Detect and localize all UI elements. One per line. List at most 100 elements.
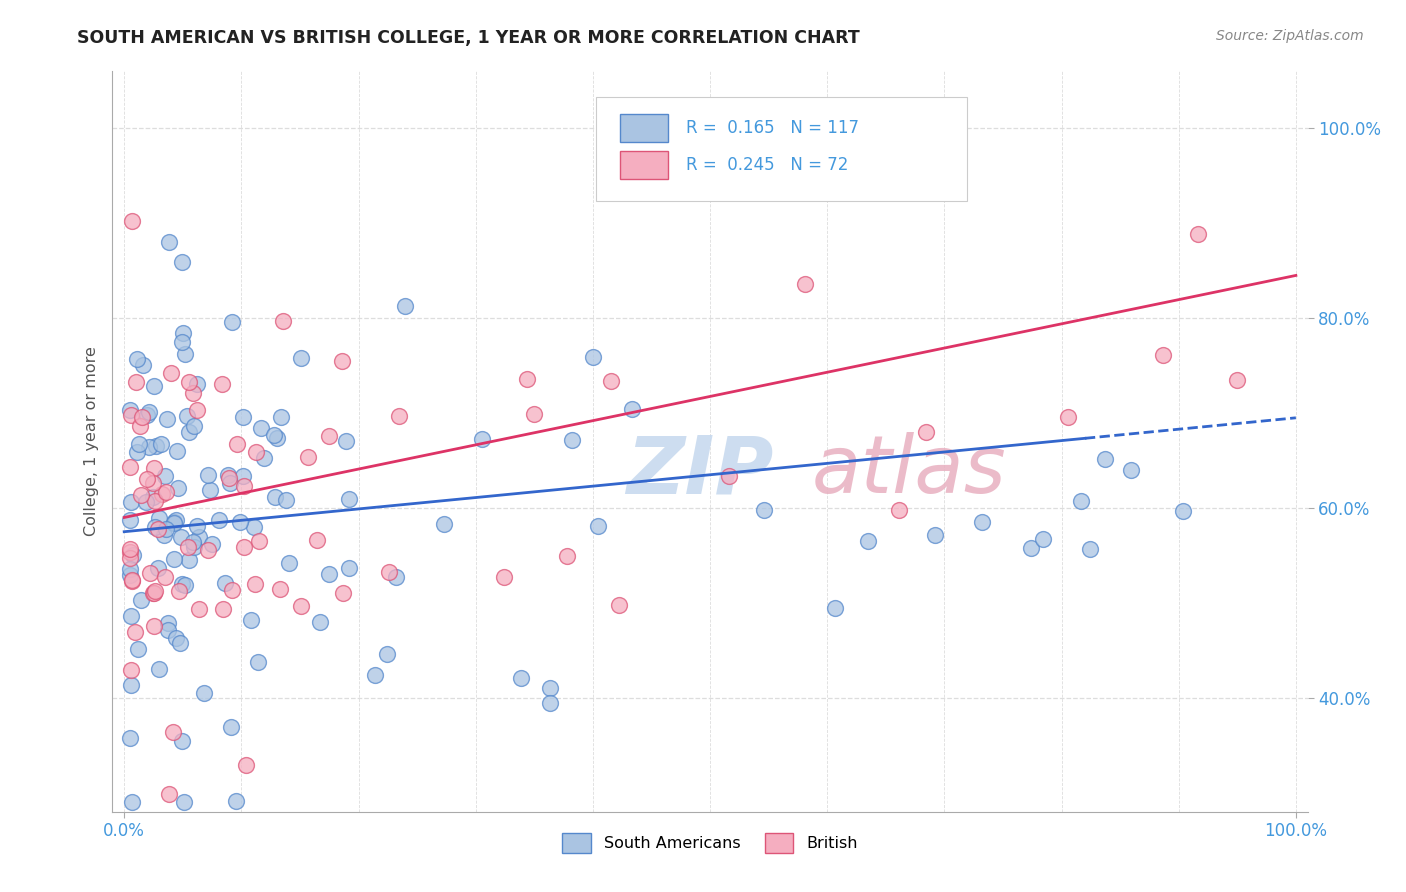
Point	[173, 795, 195, 809]
Point	[167, 481, 190, 495]
Point	[163, 516, 186, 530]
Point	[332, 353, 354, 368]
Point	[1032, 532, 1054, 546]
Point	[221, 315, 243, 329]
Point	[290, 351, 312, 366]
Point	[332, 586, 354, 600]
Point	[172, 326, 194, 340]
Point	[139, 566, 162, 581]
Point	[149, 437, 172, 451]
Point	[239, 613, 262, 627]
Point	[120, 545, 141, 559]
Point	[318, 566, 340, 581]
Point	[193, 686, 215, 700]
Point	[335, 434, 357, 449]
Point	[337, 492, 360, 507]
Text: R =  0.245   N = 72: R = 0.245 N = 72	[686, 155, 848, 174]
Point	[120, 567, 141, 582]
Point	[124, 625, 146, 640]
Point	[200, 483, 222, 497]
Point	[263, 427, 285, 442]
Point	[245, 577, 267, 591]
Point	[181, 386, 204, 401]
Text: SOUTH AMERICAN VS BRITISH COLLEGE, 1 YEAR OR MORE CORRELATION CHART: SOUTH AMERICAN VS BRITISH COLLEGE, 1 YEA…	[77, 29, 860, 46]
Point	[142, 585, 165, 599]
Point	[165, 631, 187, 645]
Point	[120, 663, 142, 677]
Point	[120, 495, 142, 509]
Text: atlas: atlas	[811, 432, 1007, 510]
Point	[889, 503, 911, 517]
Point	[385, 570, 408, 584]
Point	[160, 367, 183, 381]
Point	[135, 409, 157, 423]
Point	[607, 598, 630, 612]
Point	[153, 469, 176, 483]
Point	[219, 720, 242, 734]
Point	[1078, 541, 1101, 556]
Point	[253, 450, 276, 465]
Point	[212, 602, 235, 616]
Point	[388, 409, 411, 424]
FancyBboxPatch shape	[596, 97, 967, 201]
Point	[172, 334, 194, 349]
Point	[538, 696, 561, 710]
Point	[129, 592, 152, 607]
Point	[264, 490, 287, 504]
Point	[120, 562, 141, 576]
Point	[915, 425, 938, 439]
Point	[121, 573, 143, 587]
Point	[308, 615, 330, 629]
Point	[156, 624, 179, 638]
Point	[188, 602, 211, 616]
Point	[120, 731, 141, 745]
Point	[127, 641, 149, 656]
Text: ZIP: ZIP	[627, 432, 773, 510]
Point	[218, 476, 240, 491]
Point	[516, 371, 538, 385]
Point	[471, 433, 494, 447]
Point	[278, 556, 301, 570]
Point	[232, 410, 254, 425]
Point	[121, 574, 143, 588]
Point	[125, 352, 148, 367]
Point	[339, 560, 361, 574]
Point	[163, 516, 186, 530]
Point	[271, 313, 294, 327]
Point	[247, 655, 270, 669]
Point	[174, 347, 197, 361]
Point	[600, 374, 623, 388]
Point	[183, 534, 205, 549]
Point	[120, 541, 141, 556]
Text: Source: ZipAtlas.com: Source: ZipAtlas.com	[1216, 29, 1364, 43]
Point	[197, 542, 219, 557]
Point	[318, 429, 340, 443]
Point	[169, 635, 191, 649]
Point	[586, 518, 609, 533]
Point	[128, 436, 150, 450]
Point	[1070, 493, 1092, 508]
Point	[197, 468, 219, 483]
Point	[135, 472, 157, 486]
Point	[127, 444, 149, 458]
Point	[176, 409, 198, 424]
Point	[120, 459, 141, 474]
Point	[145, 494, 167, 508]
Point	[233, 479, 256, 493]
Point	[138, 440, 160, 454]
Point	[1171, 504, 1194, 518]
Point	[142, 490, 165, 504]
Point	[148, 522, 170, 536]
Point	[243, 520, 266, 534]
Point	[538, 681, 561, 695]
Legend: South Americans, British: South Americans, British	[555, 827, 865, 859]
Point	[186, 518, 208, 533]
Point	[1019, 541, 1042, 555]
Point	[120, 408, 142, 422]
Point	[157, 235, 180, 249]
Point	[155, 485, 177, 500]
Point	[297, 450, 319, 464]
Point	[1094, 452, 1116, 467]
Point	[245, 444, 267, 458]
Point	[183, 540, 205, 554]
